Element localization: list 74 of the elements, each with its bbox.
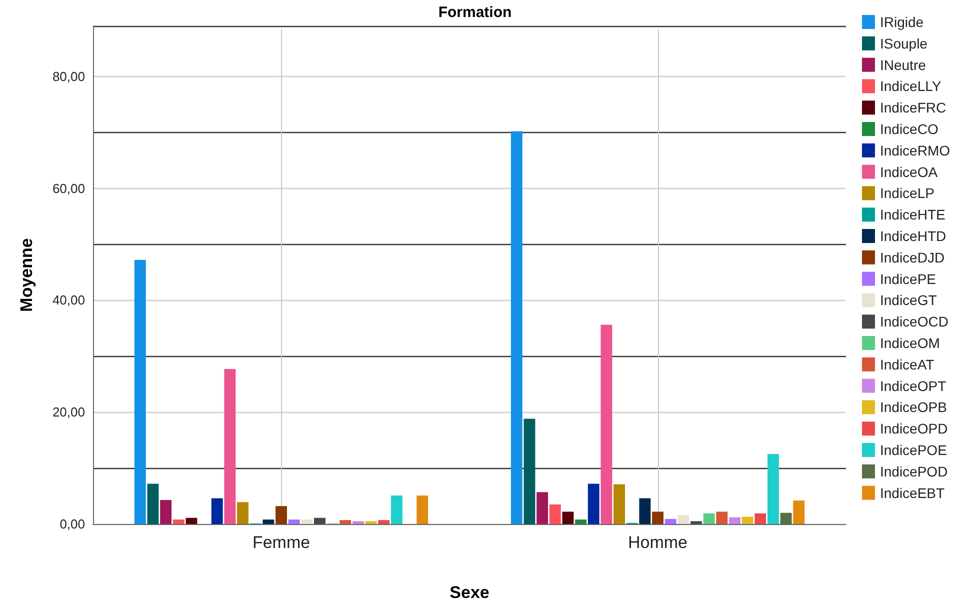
bar bbox=[549, 504, 561, 524]
bar bbox=[378, 520, 390, 524]
legend-label: IndiceOPD bbox=[880, 420, 948, 437]
bar bbox=[301, 520, 313, 524]
legend-label: IndiceHTD bbox=[880, 228, 946, 244]
y-tick-label: 40,00 bbox=[52, 292, 85, 308]
bar bbox=[224, 369, 236, 524]
bar bbox=[186, 518, 198, 524]
bar bbox=[340, 520, 352, 524]
legend-label: IndicePOD bbox=[880, 463, 948, 480]
bar bbox=[728, 517, 740, 524]
y-tick-label: 60,00 bbox=[52, 180, 85, 196]
bar bbox=[575, 520, 587, 524]
bar bbox=[703, 513, 715, 524]
legend-label: IndiceOA bbox=[880, 164, 938, 180]
y-tick-label: 0,00 bbox=[60, 516, 85, 532]
bar bbox=[767, 454, 779, 524]
legend-label: IndiceOPB bbox=[880, 399, 947, 416]
bar bbox=[639, 498, 651, 524]
legend-label: IndiceEBT bbox=[880, 484, 946, 501]
bar bbox=[352, 521, 364, 524]
bar bbox=[716, 512, 728, 524]
legend-label: IndiceOM bbox=[880, 335, 940, 351]
bar bbox=[416, 495, 428, 524]
legend-label: IndiceGT bbox=[880, 292, 938, 308]
bar bbox=[742, 516, 754, 524]
legend-label: IndicePOE bbox=[880, 442, 947, 458]
bar bbox=[600, 324, 612, 524]
legend-label: IndiceAT bbox=[880, 356, 935, 372]
bar bbox=[237, 502, 248, 524]
bar bbox=[390, 495, 402, 524]
legend-label: IndiceLP bbox=[880, 185, 934, 202]
x-axis-title: Sexe bbox=[450, 583, 490, 602]
legend-label: INeutre bbox=[880, 56, 926, 73]
bar bbox=[614, 484, 625, 524]
bar bbox=[793, 500, 805, 524]
bar bbox=[288, 520, 300, 524]
bar bbox=[365, 521, 377, 524]
legend-label: IndiceOCD bbox=[880, 314, 948, 330]
legend-label: IndiceOPT bbox=[880, 378, 947, 394]
y-tick-label: 80,00 bbox=[52, 68, 85, 84]
x-tick-label: Femme bbox=[252, 533, 310, 552]
bar bbox=[160, 500, 172, 524]
y-tick-label: 20,00 bbox=[52, 404, 85, 420]
bar bbox=[678, 515, 690, 524]
legend-label: IRigide bbox=[880, 14, 924, 30]
bar bbox=[172, 520, 184, 524]
bar bbox=[510, 131, 522, 524]
bar bbox=[652, 512, 664, 524]
legend-label: ISouple bbox=[880, 35, 928, 52]
chart-title: Formation bbox=[438, 4, 512, 21]
legend-label: IndiceLLY bbox=[880, 78, 942, 94]
legend-label: IndiceHTE bbox=[880, 206, 946, 223]
bar bbox=[314, 518, 326, 524]
bar bbox=[134, 260, 146, 524]
bar bbox=[211, 498, 223, 524]
legend-label: IndiceCO bbox=[880, 121, 938, 137]
x-tick-label: Homme bbox=[628, 533, 688, 552]
legend-label: IndiceFRC bbox=[880, 100, 946, 116]
legend-label: IndiceRMO bbox=[880, 142, 950, 158]
bar bbox=[262, 520, 274, 524]
bar bbox=[780, 512, 792, 524]
bar bbox=[536, 492, 548, 524]
y-axis-title: Moyenne bbox=[17, 238, 36, 312]
bar bbox=[754, 513, 766, 524]
legend-label: IndicePE bbox=[880, 270, 936, 287]
bar bbox=[588, 484, 600, 524]
bar bbox=[690, 521, 702, 524]
bar bbox=[562, 512, 574, 524]
bar bbox=[664, 518, 676, 524]
legend-label: IndiceDJD bbox=[880, 249, 945, 266]
bar bbox=[524, 418, 536, 524]
bar bbox=[276, 506, 287, 524]
bar bbox=[147, 484, 159, 524]
